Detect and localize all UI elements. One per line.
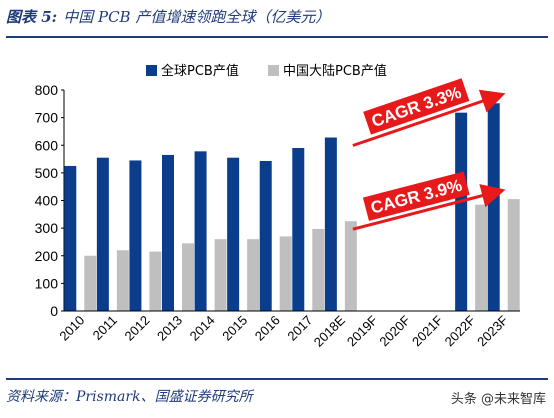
global-bar-2010 [64, 165, 77, 311]
x-tick-label: 2016 [252, 313, 283, 344]
legend-swatch [268, 65, 279, 76]
china-bar-2015 [247, 239, 260, 311]
figure-title: 图表 5: 中国 PCB 产值增速领跑全球（亿美元） [6, 6, 330, 27]
x-tick-label: 2014 [187, 313, 218, 344]
cagr-label: CAGR 3.3% [363, 78, 470, 135]
watermark: 头条 @未来智库 [450, 392, 546, 407]
x-tick-label: 2020F [376, 312, 413, 349]
bottom-rule [6, 378, 548, 380]
cagr-arrow [352, 89, 506, 147]
china-bar-2023F [507, 199, 520, 311]
top-rule [6, 36, 548, 38]
legend-swatch [146, 65, 157, 76]
y-tick-label: 800 [35, 82, 59, 98]
china-bar-2016 [279, 236, 292, 311]
x-tick-label: 2012 [121, 313, 152, 344]
china-bar-2017 [312, 228, 325, 311]
global-bar-2011 [96, 157, 109, 311]
global-bar-2016 [259, 160, 272, 311]
legend-label: 全球PCB产值 [161, 63, 239, 79]
x-tick-label: 2019F [344, 312, 381, 349]
global-bar-2023F [487, 103, 500, 311]
source-note: 资料来源：Prismark、国盛证券研究所 [6, 389, 253, 405]
china-bar-2014 [214, 239, 227, 311]
y-tick-label: 400 [35, 193, 59, 209]
x-tick-label: 2021F [409, 312, 446, 349]
global-bar-2017 [292, 148, 305, 311]
x-tick-label: 2018E [311, 312, 348, 349]
y-tick-label: 700 [35, 110, 59, 126]
china-bar-2018E [344, 221, 357, 311]
china-bar-2010 [84, 255, 97, 311]
global-bar-2014 [194, 151, 207, 311]
y-tick-label: 100 [35, 275, 59, 291]
y-tick-label: 200 [35, 248, 59, 264]
y-tick-label: 0 [50, 303, 58, 319]
y-tick-label: 600 [35, 137, 59, 153]
cagr-label-box [362, 171, 470, 221]
y-tick-label: 300 [35, 220, 59, 236]
china-bar-2013 [182, 243, 194, 311]
china-bar-2011 [116, 250, 129, 311]
legend-label: 中国大陆PCB产值 [283, 63, 387, 79]
figure-label: 图表 5: [6, 8, 58, 26]
global-bar-2022F [455, 112, 468, 311]
x-tick-label: 2023F [474, 312, 511, 349]
global-bar-2018E [324, 137, 337, 311]
figure-title-text: 中国 PCB 产值增速领跑全球（亿美元） [63, 8, 331, 26]
x-tick-label: 2013 [154, 313, 185, 344]
x-tick-label: 2015 [219, 313, 250, 344]
global-bar-2013 [162, 154, 174, 311]
cagr-arrow [352, 184, 506, 231]
y-tick-label: 500 [35, 165, 59, 181]
cagr-label-box [363, 78, 470, 135]
x-tick-label: 2022F [442, 312, 479, 349]
global-bar-2015 [227, 157, 240, 311]
china-bar-2022F [475, 204, 488, 311]
x-tick-label: 2010 [56, 313, 87, 344]
china-bar-2012 [149, 251, 162, 311]
x-tick-label: 2011 [90, 313, 120, 343]
global-bar-2012 [129, 160, 142, 311]
